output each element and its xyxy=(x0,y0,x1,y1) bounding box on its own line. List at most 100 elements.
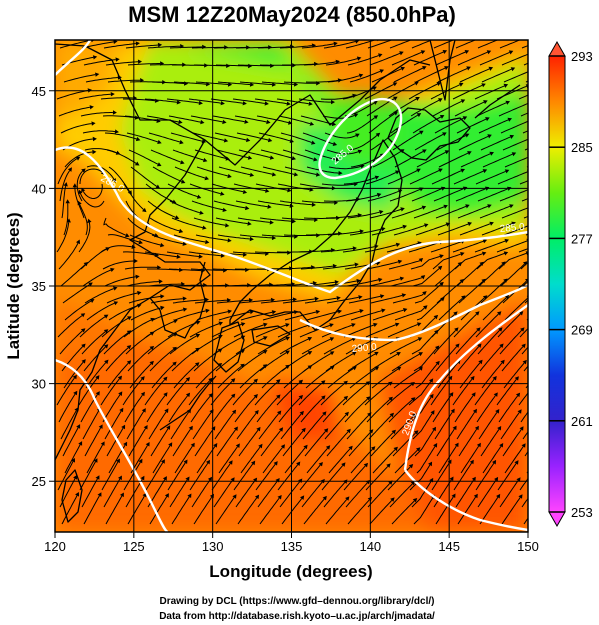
streamline-arrowhead xyxy=(75,156,81,161)
streamline-arrowhead xyxy=(541,494,545,499)
streamline-arrowhead xyxy=(180,160,185,165)
streamline xyxy=(235,200,268,208)
streamline xyxy=(368,113,395,134)
streamline-arrowhead xyxy=(176,100,181,105)
streamline xyxy=(325,58,358,66)
streamline-arrowhead xyxy=(133,258,138,264)
streamline xyxy=(346,279,379,287)
streamline xyxy=(193,496,213,525)
streamline-arrowhead xyxy=(233,426,238,431)
streamline-arrowhead xyxy=(202,44,207,50)
streamline xyxy=(105,347,129,372)
streamline-arrowhead xyxy=(392,82,398,87)
streamline xyxy=(481,223,513,236)
streamline xyxy=(455,329,479,355)
streamline xyxy=(130,166,157,187)
streamline-arrowhead xyxy=(265,251,270,256)
streamline-arrowhead xyxy=(330,365,335,370)
streamline xyxy=(259,217,293,222)
streamline xyxy=(345,40,377,49)
streamline xyxy=(259,352,287,372)
streamline-arrowhead xyxy=(179,139,184,145)
grid-lines xyxy=(55,40,528,532)
streamline xyxy=(83,346,106,372)
streamline xyxy=(459,68,490,83)
streamline-arrowhead xyxy=(118,475,122,481)
streamline-arrowhead xyxy=(338,231,343,236)
streamline xyxy=(500,412,520,440)
streamline-arrowhead xyxy=(230,378,236,383)
streamline-arrowhead xyxy=(225,223,230,228)
streamline-arrowhead xyxy=(163,376,168,381)
streamline xyxy=(345,194,378,202)
streamline xyxy=(174,445,193,474)
streamline xyxy=(103,332,129,355)
streamline xyxy=(149,217,180,232)
streamline-arrowhead xyxy=(126,330,132,335)
streamline xyxy=(82,269,112,287)
streamline-arrowhead xyxy=(276,379,281,384)
streamline xyxy=(320,95,354,100)
streamline xyxy=(454,395,474,423)
streamline-arrowhead xyxy=(226,63,231,68)
streamline xyxy=(195,81,229,85)
streamline xyxy=(411,481,432,508)
streamline xyxy=(301,200,335,204)
streamline xyxy=(432,100,462,117)
streamline xyxy=(79,316,106,338)
streamline xyxy=(126,132,159,143)
streamline xyxy=(433,479,452,508)
streamline xyxy=(347,55,379,66)
streamline-arrowhead xyxy=(311,140,316,145)
streamline xyxy=(238,149,271,158)
streamline-arrowhead xyxy=(195,347,200,352)
streamline xyxy=(411,40,433,49)
streamline-arrowhead xyxy=(333,41,338,46)
streamline-arrowhead xyxy=(515,392,521,398)
streamline-arrowhead xyxy=(123,441,128,447)
streamline xyxy=(81,478,98,508)
streamline-arrowhead xyxy=(539,477,543,482)
streamline-arrowhead xyxy=(262,364,268,369)
streamline-arrowhead xyxy=(420,275,426,280)
streamline xyxy=(282,149,314,160)
x-axis-label: Longitude (degrees) xyxy=(209,562,372,581)
streamline-arrowhead xyxy=(299,410,304,416)
streamline-arrowhead xyxy=(414,430,419,435)
streamline xyxy=(278,397,301,423)
streamline xyxy=(391,207,423,219)
streamline-arrowhead xyxy=(412,498,418,503)
streamline-arrowhead xyxy=(271,172,277,177)
streamline xyxy=(147,200,176,218)
streamline-arrowhead xyxy=(87,218,92,224)
streamline xyxy=(169,335,197,355)
streamline xyxy=(234,115,267,123)
streamline-arrowhead xyxy=(112,110,117,115)
streamline-arrowhead xyxy=(355,133,360,138)
streamline-arrowhead xyxy=(226,298,232,303)
streamline xyxy=(188,380,211,406)
streamline-arrowhead xyxy=(316,233,321,238)
streamline-arrowhead xyxy=(453,311,458,316)
streamline xyxy=(390,277,423,287)
streamline-arrowhead xyxy=(358,73,364,78)
streamline xyxy=(500,120,528,134)
contour-285-northwest xyxy=(55,40,92,76)
streamline-arrowhead xyxy=(113,286,118,291)
streamline-arrowhead xyxy=(359,309,364,314)
streamline-arrowhead xyxy=(416,447,421,452)
streamline xyxy=(328,165,362,170)
streamline-arrowhead xyxy=(83,262,89,267)
streamline-arrowhead xyxy=(80,328,86,333)
streamline-arrowhead xyxy=(120,492,124,498)
streamline-arrowhead xyxy=(294,234,299,239)
streamline-arrowhead xyxy=(332,141,338,146)
streamline-arrowhead xyxy=(332,263,337,269)
streamline-arrowhead xyxy=(452,425,457,431)
streamline xyxy=(146,115,179,123)
streamline-arrowhead xyxy=(173,319,178,324)
streamline-arrowhead xyxy=(337,309,342,314)
streamline-arrowhead xyxy=(471,392,476,397)
streamline-arrowhead xyxy=(454,327,459,332)
streamline xyxy=(477,329,501,355)
